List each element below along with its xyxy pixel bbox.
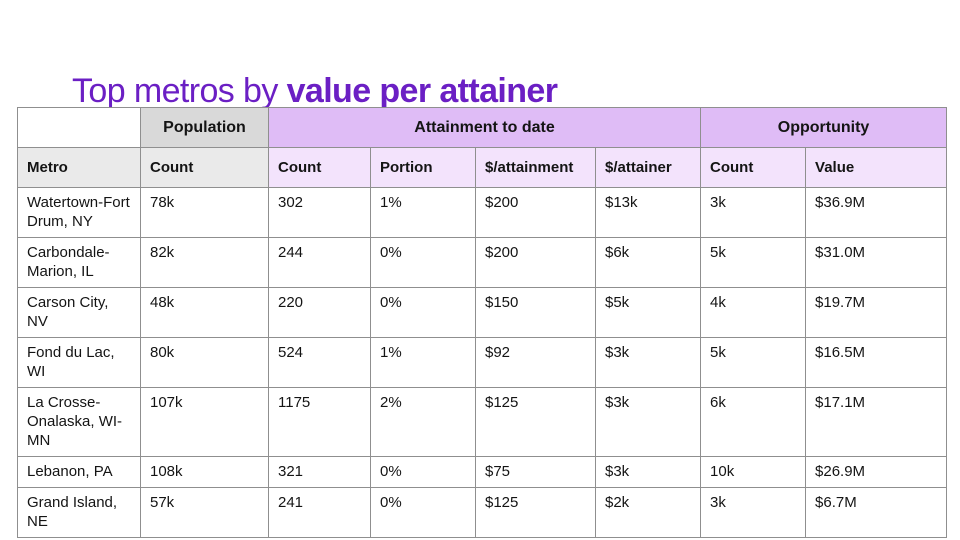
value-cell: 80k: [140, 337, 269, 388]
value-cell: 220: [268, 287, 371, 338]
table-row: La Crosse-Onalaska, WI-MN 107k 1175 2% $125 $…: [17, 387, 948, 457]
value-cell: $200: [475, 237, 596, 288]
value-cell: 108k: [140, 456, 269, 488]
value-cell: 1%: [370, 337, 476, 388]
value-cell: $3k: [594, 337, 702, 388]
value-cell: $150: [475, 287, 596, 338]
value-cell: $125: [475, 487, 596, 538]
value-cell: $125: [475, 387, 596, 457]
value-cell: $16.5M: [805, 337, 948, 388]
metro-cell: Lebanon, PA: [17, 456, 141, 488]
value-cell: 1175: [268, 387, 371, 457]
value-cell: $5k: [594, 287, 702, 338]
value-cell: $19.7M: [805, 287, 948, 338]
column-header-population-count: Count: [140, 147, 269, 188]
column-header-dollar-per-attainment: $/attainment: [475, 147, 596, 188]
column-header-portion: Portion: [370, 147, 476, 188]
value-cell: $6k: [594, 237, 702, 288]
table-row: Fond du Lac, WI 80k 524 1% $92 $3k 5k $16.5M: [17, 337, 948, 388]
value-cell: 3k: [700, 487, 807, 538]
blank-corner-cell: [17, 107, 141, 148]
value-cell: $75: [475, 456, 596, 488]
column-header-metro: Metro: [17, 147, 141, 188]
column-header-attainment-count: Count: [268, 147, 371, 188]
metro-cell: Carson City, NV: [17, 287, 141, 338]
page-title-prefix: Top metros by: [72, 71, 287, 110]
metrics-table: Population Attainment to date Opportunit…: [17, 107, 948, 538]
value-cell: 244: [268, 237, 371, 288]
page-title: Top metros by value per attainer: [72, 70, 558, 112]
metro-cell: Watertown-Fort Drum, NY: [17, 187, 141, 238]
table-row: Watertown-Fort Drum, NY 78k 302 1% $200 $13k 3…: [17, 187, 948, 238]
value-cell: 57k: [140, 487, 269, 538]
page-title-emphasis: value per attainer: [286, 71, 558, 110]
value-cell: 0%: [370, 237, 476, 288]
value-cell: 0%: [370, 287, 476, 338]
group-header-opportunity: Opportunity: [700, 107, 948, 148]
value-cell: $17.1M: [805, 387, 948, 457]
value-cell: 302: [268, 187, 371, 238]
value-cell: $13k: [594, 187, 702, 238]
value-cell: $200: [475, 187, 596, 238]
table-body: Watertown-Fort Drum, NY 78k 302 1% $200 $13k 3…: [17, 187, 948, 538]
value-cell: 82k: [140, 237, 269, 288]
value-cell: $36.9M: [805, 187, 948, 238]
value-cell: $26.9M: [805, 456, 948, 488]
value-cell: 524: [268, 337, 371, 388]
value-cell: 0%: [370, 487, 476, 538]
table-row: Grand Island, NE 57k 241 0% $125 $2k 3k $6.7M: [17, 487, 948, 538]
metro-cell: La Crosse-Onalaska, WI-MN: [17, 387, 141, 457]
value-cell: 78k: [140, 187, 269, 238]
value-cell: $92: [475, 337, 596, 388]
value-cell: 107k: [140, 387, 269, 457]
value-cell: 48k: [140, 287, 269, 338]
value-cell: $31.0M: [805, 237, 948, 288]
value-cell: $2k: [594, 487, 702, 538]
value-cell: $6.7M: [805, 487, 948, 538]
column-header-value: Value: [805, 147, 948, 188]
value-cell: 2%: [370, 387, 476, 457]
value-cell: 3k: [700, 187, 807, 238]
value-cell: 5k: [700, 337, 807, 388]
value-cell: 0%: [370, 456, 476, 488]
table-row: Carbondale-Marion, IL 82k 244 0% $200 $6k 5k $3…: [17, 237, 948, 288]
table-row: Lebanon, PA 108k 321 0% $75 $3k 10k $26.9M: [17, 456, 948, 488]
metro-cell: Fond du Lac, WI: [17, 337, 141, 388]
metro-cell: Grand Island, NE: [17, 487, 141, 538]
metro-cell: Carbondale-Marion, IL: [17, 237, 141, 288]
group-header-population: Population: [140, 107, 269, 148]
column-header-dollar-per-attainer: $/attainer: [594, 147, 702, 188]
value-cell: 6k: [700, 387, 807, 457]
value-cell: $3k: [594, 387, 702, 457]
column-header-row: Metro Count Count Portion $/attainment $…: [17, 147, 948, 188]
value-cell: $3k: [594, 456, 702, 488]
group-header-attainment: Attainment to date: [267, 107, 702, 148]
value-cell: 10k: [700, 456, 807, 488]
value-cell: 1%: [370, 187, 476, 238]
value-cell: 241: [268, 487, 371, 538]
table-row: Carson City, NV 48k 220 0% $150 $5k 4k $19.7M: [17, 287, 948, 338]
column-header-opportunity-count: Count: [700, 147, 807, 188]
group-header-row: Population Attainment to date Opportunit…: [17, 107, 948, 148]
value-cell: 5k: [700, 237, 807, 288]
value-cell: 4k: [700, 287, 807, 338]
value-cell: 321: [268, 456, 371, 488]
